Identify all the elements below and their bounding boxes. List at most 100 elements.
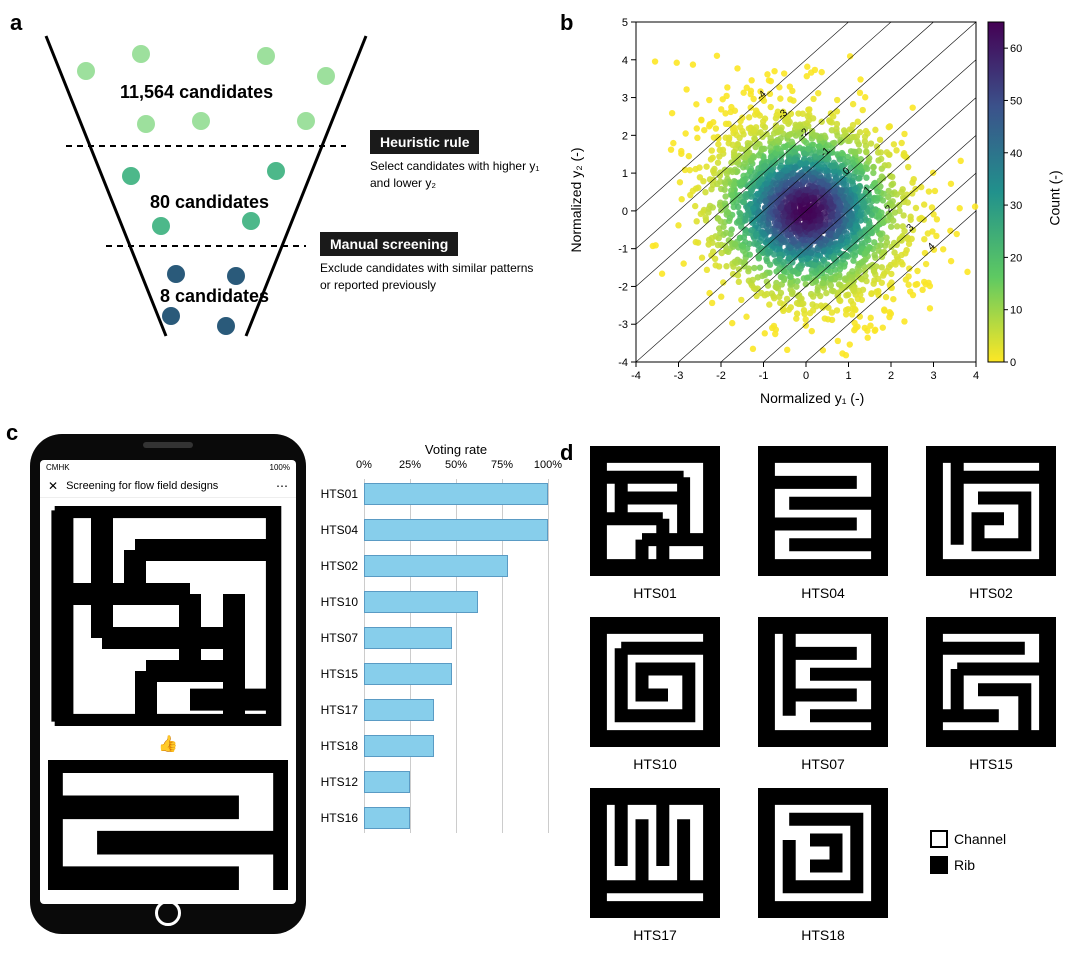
battery-text: 100% (270, 463, 290, 472)
bar-label: HTS15 (318, 667, 364, 681)
svg-text:-1: -1 (618, 244, 628, 256)
phone-title: Screening for flow field designs (66, 480, 218, 492)
bar-row: HTS10 (318, 587, 548, 617)
bar-fill (364, 483, 548, 505)
maze-cell: HTS18 (748, 788, 898, 943)
svg-text:10: 10 (1010, 305, 1022, 317)
maze-label: HTS04 (748, 585, 898, 601)
bar-row: HTS18 (318, 731, 548, 761)
bar-row: HTS17 (318, 695, 548, 725)
svg-text:-4: -4 (631, 370, 641, 382)
maze-icon (926, 446, 1056, 576)
svg-text:60: 60 (1010, 43, 1022, 55)
panel-b: b -4-3-2-101234-4-3-2-101234-4-3-2-10123… (560, 10, 1070, 410)
bar-fill (364, 591, 478, 613)
svg-text:0: 0 (622, 206, 628, 218)
panel-a-label: a (10, 10, 22, 36)
home-button[interactable] (155, 900, 181, 926)
phone-mockup: CMHK 100% ✕ Screening for flow field des… (30, 434, 306, 934)
bar-row: HTS16 (318, 803, 548, 833)
bar-fill (364, 627, 452, 649)
maze-icon (590, 788, 720, 918)
bar-fill (364, 807, 410, 829)
bar-row: HTS01 (318, 479, 548, 509)
legend-rib-icon (930, 856, 948, 874)
panel-c-label: c (6, 420, 18, 446)
maze-icon (758, 446, 888, 576)
maze-icon (590, 617, 720, 747)
svg-text:20: 20 (1010, 252, 1022, 264)
bar-label: HTS10 (318, 595, 364, 609)
close-icon[interactable]: ✕ (48, 479, 58, 493)
bar-fill (364, 699, 434, 721)
maze-cell: HTS04 (748, 446, 898, 601)
maze-label: HTS07 (748, 756, 898, 772)
maze-cell: HTS02 (916, 446, 1066, 601)
panel-a: a 11,564 candidates 80 candidates 8 cand… (10, 10, 550, 350)
svg-text:4: 4 (973, 370, 979, 382)
svg-text:-2: -2 (716, 370, 726, 382)
bar-fill (364, 555, 508, 577)
svg-text:-3: -3 (618, 319, 628, 331)
svg-text:3: 3 (622, 93, 628, 105)
maze-icon (758, 788, 888, 918)
maze-label: HTS10 (580, 756, 730, 772)
stage3-text: 8 candidates (160, 286, 269, 307)
svg-text:-4: -4 (618, 357, 628, 369)
svg-text:40: 40 (1010, 148, 1022, 160)
maze-label: HTS02 (916, 585, 1066, 601)
panel-d-label: d (560, 440, 573, 466)
maze-label: HTS15 (916, 756, 1066, 772)
voting-chart: Voting rate 0% 25% 50% 75% 100% HTS01HTS… (318, 442, 548, 839)
bar-label: HTS02 (318, 559, 364, 573)
rule1-title: Heuristic rule (370, 130, 479, 154)
legend: Channel Rib (930, 830, 1006, 874)
svg-text:50: 50 (1010, 95, 1022, 107)
bar-label: HTS16 (318, 811, 364, 825)
rule1: Heuristic rule Select candidates with hi… (370, 130, 540, 192)
maze-icon (758, 617, 888, 747)
svg-text:1: 1 (845, 370, 851, 382)
svg-text:0: 0 (1010, 357, 1016, 369)
maze-cell: HTS17 (580, 788, 730, 943)
more-icon[interactable]: ⋯ (276, 479, 288, 493)
maze-label: HTS17 (580, 927, 730, 943)
bar-fill (364, 519, 548, 541)
rule2: Manual screening Exclude candidates with… (320, 232, 535, 294)
bar-row: HTS02 (318, 551, 548, 581)
svg-text:30: 30 (1010, 200, 1022, 212)
maze-icon (926, 617, 1056, 747)
bar-fill (364, 735, 434, 757)
bar-row: HTS12 (318, 767, 548, 797)
bar-fill (364, 771, 410, 793)
thumbs-up-icon[interactable]: 👍 (158, 736, 178, 753)
maze-cell: HTS01 (580, 446, 730, 601)
stage2-text: 80 candidates (150, 192, 269, 213)
stage1-text: 11,564 candidates (120, 82, 273, 103)
maze-cell: HTS07 (748, 617, 898, 772)
maze-label: HTS01 (580, 585, 730, 601)
bar-label: HTS07 (318, 631, 364, 645)
svg-text:3: 3 (930, 370, 936, 382)
svg-text:2: 2 (888, 370, 894, 382)
legend-channel-icon (930, 830, 948, 848)
bar-row: HTS15 (318, 659, 548, 689)
bar-label: HTS01 (318, 487, 364, 501)
svg-text:-1: -1 (759, 370, 769, 382)
rule2-desc: Exclude candidates with similar patterns… (320, 260, 535, 294)
maze-preview-2 (48, 760, 288, 890)
maze-icon (590, 446, 720, 576)
svg-text:-3: -3 (674, 370, 684, 382)
scatter-plot: -4-3-2-101234-4-3-2-101234-4-3-2-1012345… (596, 12, 1036, 402)
bar-label: HTS04 (318, 523, 364, 537)
svg-text:-2: -2 (618, 281, 628, 293)
maze-cell: HTS10 (580, 617, 730, 772)
bar-row: HTS04 (318, 515, 548, 545)
cbar-label: Count (-) (1046, 170, 1062, 225)
maze-cell: HTS15 (916, 617, 1066, 772)
svg-text:0: 0 (803, 370, 809, 382)
rule1-desc: Select candidates with higher y₁ and low… (370, 158, 540, 192)
maze-label: HTS18 (748, 927, 898, 943)
panel-d: d HTS01 HTS04 HTS02 HTS10 HTS07 HTS15 HTS17 HTS… (560, 440, 1070, 950)
bar-row: HTS07 (318, 623, 548, 653)
